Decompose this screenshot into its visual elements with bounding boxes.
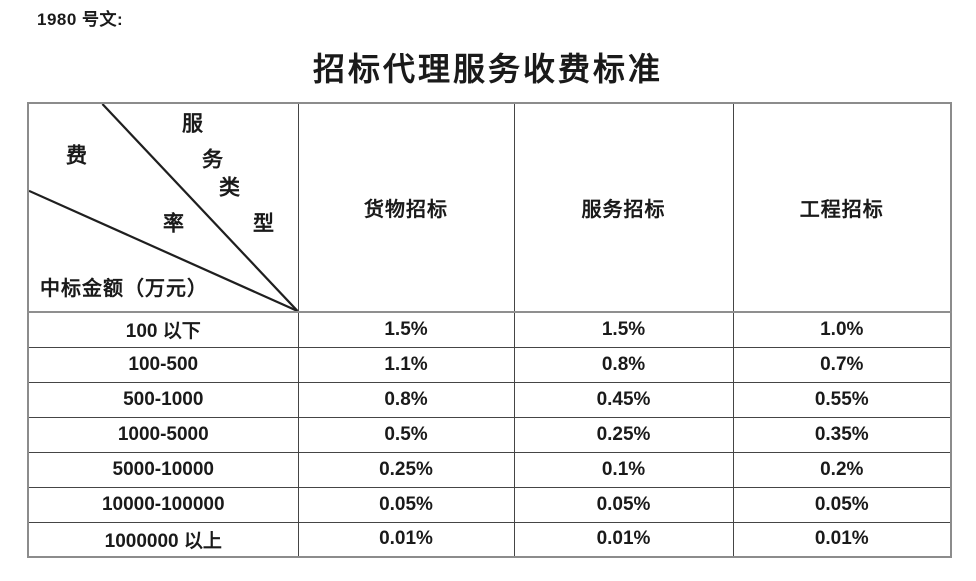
corner-label-service-char2: 务	[202, 146, 224, 172]
rate-cell: 1.0%	[732, 311, 952, 348]
table-row: 10000-100000 0.05% 0.05% 0.05%	[27, 486, 952, 523]
fee-standard-table: 费 率 服 务 类 型 中标金额（万元） 货物招标 服务招标 工程招标 100 …	[27, 102, 952, 558]
corner-label-service-char4: 型	[253, 210, 275, 236]
amount-range-cell: 10000-100000	[27, 486, 299, 523]
amount-range-cell: 500-1000	[27, 381, 299, 418]
table-header-row: 费 率 服 务 类 型 中标金额（万元） 货物招标 服务招标 工程招标	[27, 102, 952, 313]
rate-cell: 0.55%	[732, 381, 952, 418]
corner-label-fee-char2: 率	[163, 210, 185, 236]
diagonal-corner: 费 率 服 务 类 型 中标金额（万元）	[29, 104, 298, 311]
rate-cell: 0.8%	[297, 381, 515, 418]
rate-cell: 0.01%	[732, 521, 952, 558]
table-row: 500-1000 0.8% 0.45% 0.55%	[27, 381, 952, 418]
rate-cell: 0.45%	[513, 381, 734, 418]
rate-cell: 0.01%	[297, 521, 515, 558]
rate-cell: 1.1%	[297, 346, 515, 383]
rate-cell: 0.5%	[297, 416, 515, 453]
table-row: 100 以下 1.5% 1.5% 1.0%	[27, 311, 952, 348]
rate-cell: 0.05%	[732, 486, 952, 523]
corner-label-service-char3: 类	[219, 174, 241, 200]
amount-range-cell: 1000000 以上	[27, 521, 299, 558]
diagonal-corner-cell: 费 率 服 务 类 型 中标金额（万元）	[27, 102, 299, 313]
rate-cell: 0.25%	[297, 451, 515, 488]
table-row: 100-500 1.1% 0.8% 0.7%	[27, 346, 952, 383]
page-title: 招标代理服务收费标准	[312, 50, 663, 88]
rate-cell: 1.5%	[513, 311, 734, 348]
rate-cell: 1.5%	[297, 311, 515, 348]
amount-range-cell: 100-500	[27, 346, 299, 383]
rate-cell: 0.05%	[297, 486, 515, 523]
column-header-service: 服务招标	[513, 102, 734, 313]
rate-cell: 0.1%	[513, 451, 734, 488]
doc-number-label: 1980 号文:	[37, 10, 124, 29]
amount-range-cell: 5000-10000	[27, 451, 299, 488]
rate-cell: 0.8%	[513, 346, 734, 383]
corner-label-amount: 中标金额（万元）	[40, 276, 208, 300]
diagonal-lines	[29, 104, 298, 311]
rate-cell: 0.7%	[732, 346, 952, 383]
rate-cell: 0.05%	[513, 486, 734, 523]
column-header-goods: 货物招标	[297, 102, 515, 313]
rate-cell: 0.35%	[732, 416, 952, 453]
corner-label-fee-char1: 费	[66, 142, 88, 168]
amount-range-cell: 100 以下	[27, 311, 299, 348]
rate-cell: 0.25%	[513, 416, 734, 453]
table-row: 5000-10000 0.25% 0.1% 0.2%	[27, 451, 952, 488]
rate-cell: 0.01%	[513, 521, 734, 558]
column-header-engineering: 工程招标	[732, 102, 952, 313]
table-row: 1000000 以上 0.01% 0.01% 0.01%	[27, 521, 952, 558]
rate-cell: 0.2%	[732, 451, 952, 488]
amount-range-cell: 1000-5000	[27, 416, 299, 453]
corner-label-service-char1: 服	[182, 110, 204, 136]
table-row: 1000-5000 0.5% 0.25% 0.35%	[27, 416, 952, 453]
